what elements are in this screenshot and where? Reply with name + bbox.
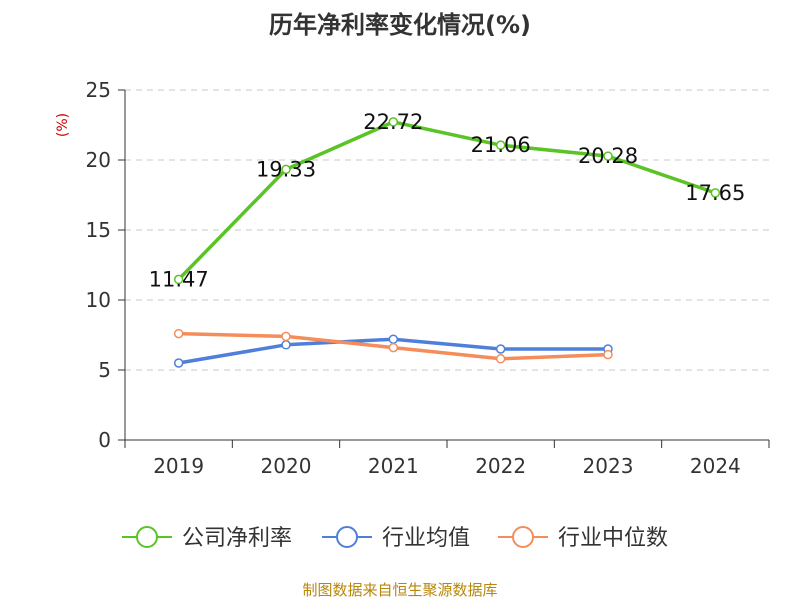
y-tick-label: 20	[86, 148, 111, 172]
x-tick-label: 2024	[690, 454, 741, 478]
series-layer: 11.47 19.33 22.72 21.06 20.28 17.65	[149, 110, 746, 368]
series-line	[177, 120, 716, 281]
data-point	[281, 340, 291, 350]
x-tick-labels: 2019 2020 2021 2022 2023 2024	[153, 454, 741, 478]
legend-item-3[interactable]: 行业中位数	[498, 526, 668, 551]
legend-item-1[interactable]: 公司净利率	[122, 526, 292, 551]
legend-label: 行业均值	[382, 526, 470, 551]
data-point	[388, 342, 399, 353]
y-tick-label: 25	[86, 78, 111, 102]
axes	[118, 89, 770, 448]
legend-label: 公司净利率	[182, 526, 292, 551]
y-tick-label: 5	[98, 358, 111, 382]
data-label: 22.72	[363, 110, 423, 134]
data-point	[281, 331, 291, 342]
data-label: 11.47	[149, 267, 209, 291]
data-point	[173, 274, 184, 285]
y-axis-label: (%)	[55, 113, 71, 137]
x-tick-label: 2023	[583, 454, 634, 478]
data-label: 17.65	[685, 181, 745, 205]
y-tick-label: 10	[86, 288, 111, 312]
data-label: 21.06	[471, 133, 531, 157]
data-label: 20.28	[578, 144, 638, 168]
data-point	[495, 140, 506, 150]
series-3	[173, 328, 613, 364]
legend-swatch-marker	[136, 526, 158, 548]
grid-lines	[125, 89, 769, 371]
data-point	[603, 151, 613, 161]
data-point	[173, 328, 184, 339]
legend-item-2[interactable]: 行业均值	[322, 526, 470, 551]
legend-swatch-marker	[336, 526, 358, 548]
legend-label: 行业中位数	[558, 526, 668, 551]
data-point	[495, 344, 506, 354]
y-tick-label: 15	[86, 218, 111, 242]
y-tick-labels: 0 5 10 15 20 25	[86, 78, 111, 452]
data-point	[710, 188, 721, 198]
chart-title: 历年净利率变化情况(%)	[269, 11, 531, 39]
data-point	[173, 358, 184, 368]
y-tick-label: 0	[98, 428, 111, 452]
data-point	[388, 334, 399, 344]
x-tick-label: 2020	[261, 454, 312, 478]
data-source-note: 制图数据来自恒生聚源数据库	[302, 581, 497, 599]
series-1: 11.47 19.33 22.72 21.06 20.28 17.65	[149, 110, 746, 292]
x-tick-label: 2019	[153, 454, 204, 478]
data-point	[603, 349, 613, 360]
legend[interactable]: 公司净利率 行业均值 行业中位数	[122, 526, 668, 551]
data-point	[281, 164, 291, 175]
data-point	[495, 354, 506, 364]
data-point	[388, 117, 399, 127]
series-2	[173, 334, 613, 368]
data-label: 19.33	[256, 157, 316, 181]
x-tick-label: 2022	[475, 454, 526, 478]
x-tick-label: 2021	[368, 454, 419, 478]
legend-swatch-marker	[512, 526, 534, 548]
